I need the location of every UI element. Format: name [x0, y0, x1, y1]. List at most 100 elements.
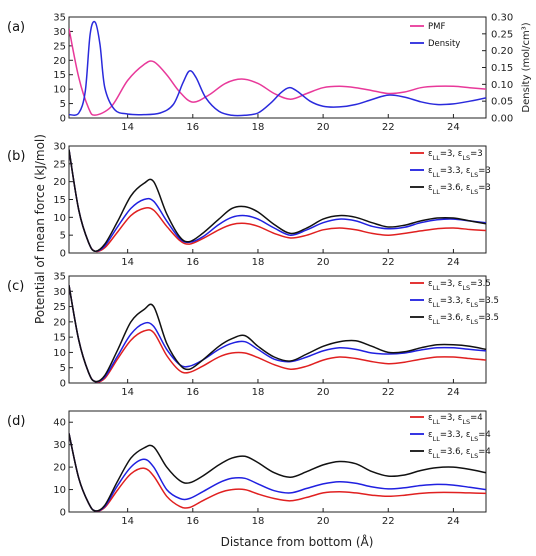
- legend-label: εLL=3.3, εLS=4: [428, 430, 491, 443]
- x-tick-label: 16: [186, 257, 199, 268]
- y-tick-label: 15: [53, 195, 66, 206]
- y-tick-label: 25: [53, 302, 66, 313]
- x-tick-label: 24: [447, 516, 460, 527]
- legend: εLL=3, εLS=3.5 εLL=3.3, εLS=3.5 εLL=3.6, ε…: [410, 279, 499, 326]
- series-line-3: [69, 285, 486, 383]
- y-tick-label: 5: [60, 231, 66, 242]
- legend-label: εLL=3.3, εLS=3: [428, 166, 491, 179]
- series-line-2: [69, 20, 486, 117]
- y-tick-label: 0: [60, 114, 66, 125]
- series-line-1: [69, 28, 486, 116]
- x-tick-label: 20: [317, 257, 330, 268]
- y-tick-label: 15: [53, 70, 66, 81]
- x-tick-label: 24: [447, 257, 460, 268]
- y2-tick-label: 0.00: [491, 114, 513, 125]
- y-tick-label: 20: [53, 56, 66, 67]
- legend-label: εLL=3, εLS=4: [428, 413, 483, 426]
- y-tick-label: 10: [53, 85, 66, 96]
- x-tick-label: 14: [121, 516, 134, 527]
- x-tick-label: 18: [252, 122, 265, 133]
- plot-frame: [68, 410, 487, 513]
- y-axis-label: Potential of mean force (kJ/mol): [33, 134, 47, 324]
- legend-label: PMF: [428, 22, 445, 32]
- series-line-3: [69, 433, 486, 512]
- x-axis-label: Distance from bottom (Å): [221, 534, 374, 549]
- plot-frame: [68, 275, 487, 384]
- series-line-1: [69, 433, 486, 512]
- x-tick-label: 20: [317, 122, 330, 133]
- y-tick-label: 35: [53, 13, 66, 24]
- panel-a: 14 16 18 20 22 24 0 5 10 15 20 25 30 35 0.00 0.05 0.10 0.…: [7, 13, 532, 134]
- y-tick-label: 10: [53, 485, 66, 496]
- x-tick-label: 22: [382, 122, 395, 133]
- y2-axis-label: Density (mol/cm³): [521, 22, 532, 112]
- y-tick-label: 30: [53, 142, 66, 153]
- series-line-2: [69, 433, 486, 512]
- panel-label: (b): [7, 149, 25, 164]
- y2-tick-label: 0.05: [491, 97, 513, 108]
- x-tick-label: 20: [317, 387, 330, 398]
- panel-c: 14 16 18 20 22 24 0 5 10 15 20 25 30 35 (c) εLL=3, εLS=…: [7, 272, 499, 399]
- x-tick-label: 18: [252, 257, 265, 268]
- x-tick-label: 16: [186, 122, 199, 133]
- y-tick-label: 40: [53, 418, 66, 429]
- x-tick-label: 14: [121, 122, 134, 133]
- legend-label: εLL=3, εLS=3: [428, 149, 483, 162]
- y-tick-label: 5: [60, 99, 66, 110]
- y2-tick-label: 0.20: [491, 46, 513, 57]
- x-tick-label: 14: [121, 387, 134, 398]
- y-tick-label: 25: [53, 159, 66, 170]
- x-tick-label: 16: [186, 387, 199, 398]
- series-line-1: [69, 149, 486, 253]
- y2-tick-label: 0.30: [491, 13, 513, 24]
- y2-tick-label: 0.25: [491, 29, 513, 40]
- legend-label: εLL=3.6, εLS=3.5: [428, 313, 499, 326]
- y2-tick-label: 0.10: [491, 80, 513, 91]
- y-tick-label: 15: [53, 333, 66, 344]
- x-tick-label: 18: [252, 516, 265, 527]
- x-tick-label: 22: [382, 387, 395, 398]
- legend: εLL=3, εLS=4 εLL=3.3, εLS=4 εLL=3.6, εLS=4: [410, 413, 491, 460]
- series-line-2: [69, 285, 486, 383]
- x-tick-label: 22: [382, 516, 395, 527]
- y-tick-label: 30: [53, 440, 66, 451]
- panel-label: (d): [7, 414, 25, 429]
- y-tick-label: 0: [60, 249, 66, 260]
- panel-label: (a): [7, 20, 25, 35]
- y2-tick-label: 0.15: [491, 63, 513, 74]
- y-tick-label: 0: [60, 379, 66, 390]
- series-line-1: [69, 285, 486, 383]
- legend-label: εLL=3.3, εLS=3.5: [428, 296, 499, 309]
- y-tick-label: 5: [60, 363, 66, 374]
- y-tick-label: 10: [53, 213, 66, 224]
- legend-label: εLL=3, εLS=3.5: [428, 279, 491, 292]
- series-line-3: [69, 149, 486, 252]
- legend-label: εLL=3.6, εLS=4: [428, 447, 491, 460]
- y-tick-label: 25: [53, 41, 66, 52]
- legend: εLL=3, εLS=3 εLL=3.3, εLS=3 εLL=3.6, εLS=3: [410, 149, 491, 196]
- y-tick-label: 30: [53, 287, 66, 298]
- x-tick-label: 14: [121, 257, 134, 268]
- legend-label: Density: [428, 39, 460, 49]
- plot-frame: [68, 145, 487, 254]
- x-tick-label: 24: [447, 122, 460, 133]
- x-tick-label: 16: [186, 516, 199, 527]
- y-tick-label: 35: [53, 272, 66, 283]
- x-tick-label: 22: [382, 257, 395, 268]
- x-tick-label: 24: [447, 387, 460, 398]
- y-tick-label: 10: [53, 348, 66, 359]
- x-tick-label: 20: [317, 516, 330, 527]
- legend: PMF Density: [410, 22, 460, 49]
- panel-label: (c): [7, 279, 24, 294]
- y-tick-label: 20: [53, 317, 66, 328]
- legend-label: εLL=3.6, εLS=3: [428, 183, 491, 196]
- y-tick-label: 0: [60, 508, 66, 519]
- y-tick-label: 20: [53, 177, 66, 188]
- x-tick-label: 18: [252, 387, 265, 398]
- series-line-2: [69, 149, 486, 253]
- y-tick-label: 20: [53, 463, 66, 474]
- y-tick-label: 30: [53, 27, 66, 38]
